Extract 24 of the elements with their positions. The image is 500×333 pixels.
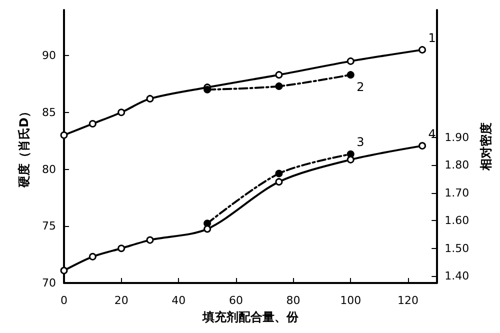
y2-tick-label: 1.60 bbox=[444, 214, 470, 228]
y2-tick-label: 1.50 bbox=[444, 242, 470, 255]
x-tick-label: 80 bbox=[286, 294, 300, 307]
x-tick-label: 20 bbox=[114, 294, 128, 307]
y-tick-label: 75 bbox=[42, 220, 56, 233]
x-axis-title: 填充剂配合量、份 bbox=[201, 310, 300, 324]
y2-tick-label: 1.80 bbox=[444, 158, 470, 172]
series-label: 2 bbox=[356, 80, 364, 94]
y2-axis-title: 相对密度 bbox=[479, 122, 493, 172]
x-tick-label: 60 bbox=[228, 294, 243, 307]
y-tick-label: 70 bbox=[42, 276, 56, 290]
series-label: 1 bbox=[428, 30, 436, 45]
y2-tick-label: 1.40 bbox=[444, 270, 470, 283]
x-tick-label: 40 bbox=[172, 294, 186, 307]
x-tick-label: 100 bbox=[340, 294, 362, 307]
x-tick-label: 0 bbox=[60, 294, 68, 307]
y-tick-label: 90 bbox=[42, 49, 56, 62]
y2-tick-label: 1.90 bbox=[444, 130, 470, 144]
y-axis-title: 硬度（肖氏D） bbox=[17, 106, 31, 188]
x-tick-label: 120 bbox=[397, 294, 418, 307]
y-tick-label: 85 bbox=[42, 106, 56, 119]
series-label: 3 bbox=[356, 135, 364, 150]
y2-tick-label: 1.70 bbox=[444, 186, 470, 200]
y-tick-label: 80 bbox=[42, 162, 56, 176]
